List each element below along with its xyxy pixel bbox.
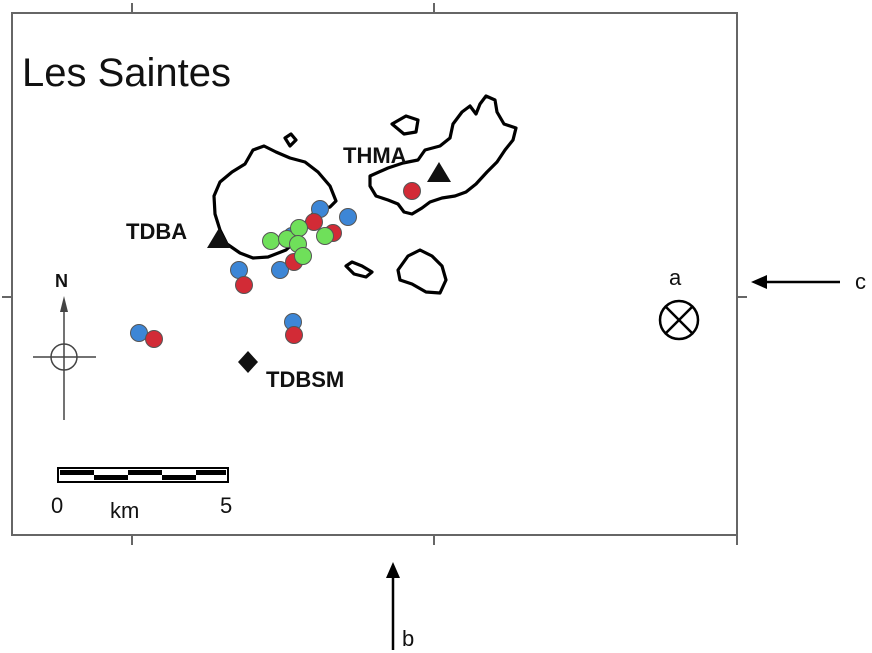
event-marker-green xyxy=(294,247,312,265)
map-frame xyxy=(11,12,738,536)
direction-c-label: c xyxy=(855,269,866,294)
green-event-group xyxy=(262,219,334,265)
event-marker-blue xyxy=(271,261,289,279)
station-tdbsm-diamond-icon xyxy=(238,351,258,373)
station-thma-label: THMA xyxy=(343,143,407,168)
coastline xyxy=(212,94,518,295)
scale-start-label: 0 xyxy=(51,493,63,518)
event-marker-red xyxy=(305,213,323,231)
event-marker-green xyxy=(290,219,308,237)
scale-unit-label: km xyxy=(110,498,139,523)
la-coche xyxy=(344,260,374,279)
event-marker-red xyxy=(235,276,253,294)
station-tdba-triangle-icon xyxy=(207,228,231,248)
event-marker-red xyxy=(285,326,303,344)
direction-a: a xyxy=(658,265,700,341)
event-marker-red xyxy=(403,182,421,200)
scale-bar: 0 km 5 xyxy=(51,467,232,523)
into-page-icon xyxy=(658,299,700,341)
ilet-a-cabrit xyxy=(390,114,420,136)
event-marker-green xyxy=(316,227,334,245)
event-marker-blue xyxy=(339,208,357,226)
direction-b: b xyxy=(386,562,414,651)
direction-c: c xyxy=(751,269,866,294)
ilet-northwest xyxy=(283,132,298,148)
station-tdba-label: TDBA xyxy=(126,219,187,244)
arrow-up-icon xyxy=(386,562,400,578)
terre-de-haut-island xyxy=(368,94,518,216)
event-marker-green xyxy=(262,232,280,250)
map-title: Les Saintes xyxy=(22,51,231,95)
event-marker-blue xyxy=(130,324,148,342)
frame-ticks xyxy=(2,3,747,545)
grand-ilet xyxy=(396,248,448,295)
event-marker-red xyxy=(145,330,163,348)
station-thma-triangle-icon xyxy=(427,162,451,182)
direction-a-label: a xyxy=(669,265,682,290)
north-arrow: N xyxy=(33,271,96,420)
scale-end-label: 5 xyxy=(220,493,232,518)
north-label: N xyxy=(55,271,68,291)
station-tdbsm-label: TDBSM xyxy=(266,367,344,392)
event-marker-blue xyxy=(230,261,248,279)
direction-b-label: b xyxy=(402,626,414,651)
arrow-left-icon xyxy=(751,275,767,289)
